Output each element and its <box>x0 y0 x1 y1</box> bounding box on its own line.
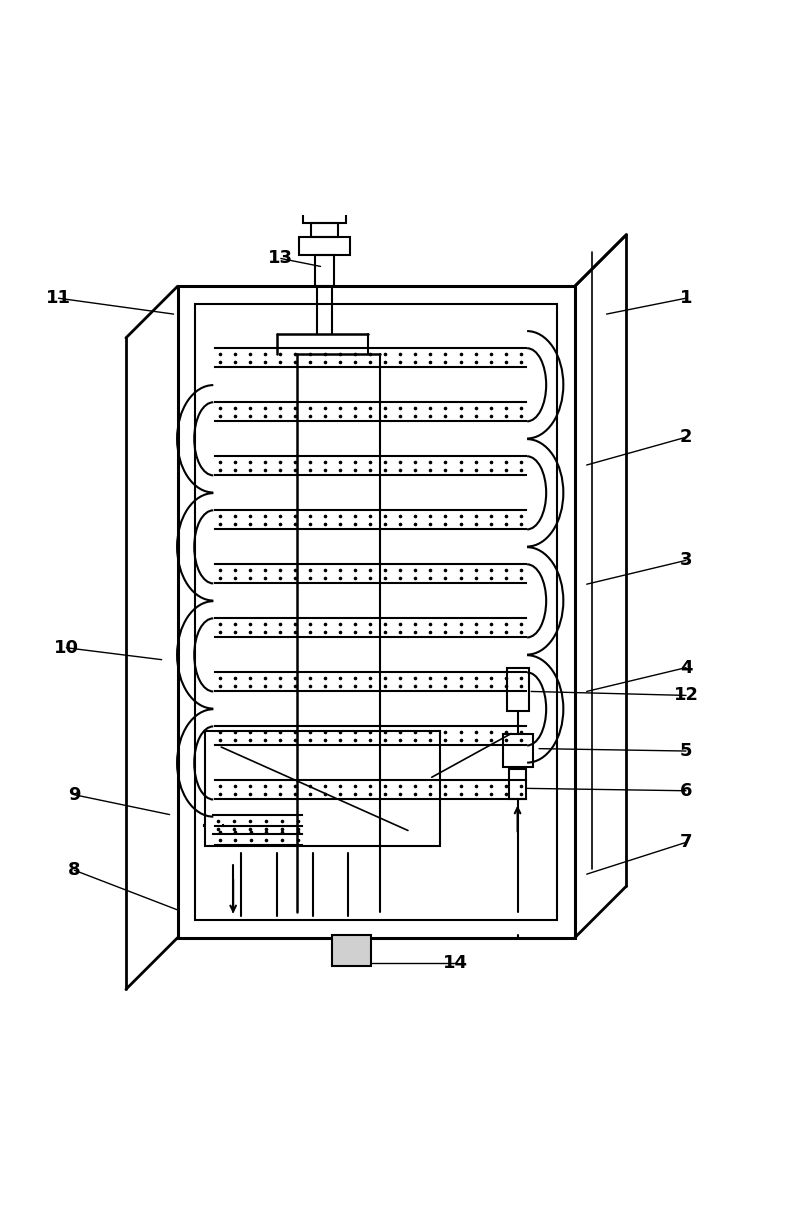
Text: 4: 4 <box>680 659 692 677</box>
Text: 3: 3 <box>680 551 692 569</box>
Text: 13: 13 <box>268 250 294 268</box>
Bar <box>314 255 334 286</box>
Bar <box>206 731 440 846</box>
Bar <box>503 733 534 767</box>
Bar <box>509 769 526 799</box>
Text: 7: 7 <box>680 834 692 852</box>
Text: 5: 5 <box>680 742 692 760</box>
Bar <box>178 286 574 938</box>
Bar <box>507 667 530 711</box>
Text: 8: 8 <box>68 862 81 879</box>
Bar <box>302 211 346 223</box>
Bar <box>310 223 338 237</box>
Text: 9: 9 <box>68 786 81 804</box>
Text: 12: 12 <box>674 687 698 705</box>
Bar <box>195 304 558 920</box>
Text: 6: 6 <box>680 782 692 799</box>
Text: 11: 11 <box>46 289 71 307</box>
Bar <box>333 935 370 966</box>
Text: 1: 1 <box>680 289 692 307</box>
Text: 10: 10 <box>54 639 79 657</box>
Text: 14: 14 <box>443 955 468 972</box>
Bar <box>298 237 350 255</box>
Text: 2: 2 <box>680 428 692 447</box>
